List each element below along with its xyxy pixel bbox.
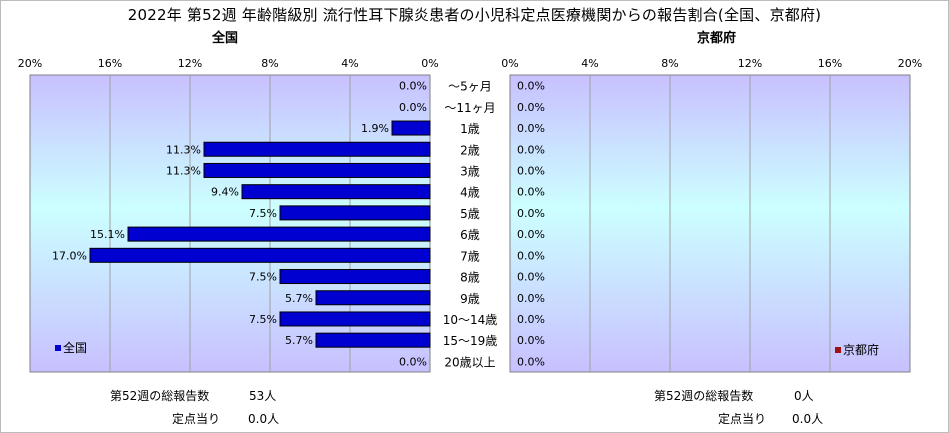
kyoto-data-label: 0.0%	[517, 271, 545, 284]
category-label: 20歳以上	[444, 355, 495, 369]
kyoto-data-label: 0.0%	[517, 80, 545, 93]
kyoto-total-label: 第52週の総報告数	[654, 389, 754, 403]
category-label: 6歳	[460, 228, 480, 242]
kyoto-data-label: 0.0%	[517, 186, 545, 199]
national-data-label: 7.5%	[249, 313, 277, 326]
kyoto-total-value: 0人	[794, 389, 814, 403]
national-bar	[89, 247, 431, 263]
chart-title: 2022年 第52週 年齢階級別 流行性耳下腺炎患者の小児科定点医療機関からの報…	[127, 6, 822, 24]
category-label: 3歳	[460, 164, 480, 178]
national-tick-label: 0%	[421, 57, 438, 70]
category-label: 15～19歳	[443, 334, 498, 348]
national-data-label: 15.1%	[90, 228, 125, 241]
kyoto-tick-label: 4%	[581, 57, 598, 70]
kyoto-data-label: 0.0%	[517, 122, 545, 135]
national-data-label: 11.3%	[166, 164, 201, 177]
category-label: ～11ヶ月	[444, 101, 495, 115]
category-label: 10～14歳	[443, 313, 498, 327]
kyoto-data-label: 0.0%	[517, 228, 545, 241]
national-tick-label: 12%	[178, 57, 202, 70]
kyoto-legend-swatch	[835, 347, 841, 353]
national-legend-label: 全国	[63, 340, 87, 355]
national-data-label: 5.7%	[285, 292, 313, 305]
kyoto-data-label: 0.0%	[517, 313, 545, 326]
category-label: 9歳	[460, 292, 480, 306]
kyoto-tick-label: 8%	[661, 57, 678, 70]
kyoto-data-label: 0.0%	[517, 292, 545, 305]
national-tick-label: 8%	[261, 57, 278, 70]
national-tick-label: 4%	[341, 57, 358, 70]
national-data-label: 17.0%	[52, 249, 87, 262]
kyoto-tick-label: 16%	[818, 57, 842, 70]
kyoto-plot-area	[509, 74, 911, 373]
national-bar	[203, 162, 431, 178]
national-bar	[279, 311, 431, 327]
national-data-label: 11.3%	[166, 143, 201, 156]
national-data-label: 7.5%	[249, 271, 277, 284]
kyoto-subtitle: 京都府	[697, 31, 737, 46]
category-label: 7歳	[460, 249, 480, 263]
national-legend-swatch	[55, 345, 61, 351]
category-label: 2歳	[460, 143, 480, 157]
kyoto-data-label: 0.0%	[517, 101, 545, 114]
kyoto-data-label: 0.0%	[517, 207, 545, 220]
national-bar	[127, 226, 431, 242]
national-total-value: 53人	[249, 389, 277, 403]
kyoto-legend-label: 京都府	[843, 342, 879, 357]
national-data-label: 9.4%	[211, 186, 239, 199]
national-total-label: 第52週の総報告数	[110, 389, 210, 403]
category-label: 1歳	[460, 122, 480, 136]
national-plot-area	[29, 74, 431, 373]
kyoto-tick-label: 0%	[501, 57, 518, 70]
kyoto-tick-label: 20%	[898, 57, 922, 70]
category-label: 8歳	[460, 271, 480, 285]
national-tick-label: 16%	[98, 57, 122, 70]
national-data-label: 0.0%	[399, 355, 427, 368]
national-data-label: 0.0%	[399, 101, 427, 114]
national-data-label: 7.5%	[249, 207, 277, 220]
national-bar	[203, 141, 431, 157]
national-bar	[279, 269, 431, 285]
category-label: ～5ヶ月	[448, 80, 492, 94]
national-bar	[279, 205, 431, 221]
kyoto-tick-label: 12%	[738, 57, 762, 70]
national-bar	[315, 332, 431, 348]
kyoto-data-label: 0.0%	[517, 249, 545, 262]
kyoto-data-label: 0.0%	[517, 164, 545, 177]
national-data-label: 1.9%	[361, 122, 389, 135]
national-tick-label: 20%	[18, 57, 42, 70]
national-data-label: 0.0%	[399, 80, 427, 93]
kyoto-per-label: 定点当り	[718, 412, 767, 426]
national-bar	[391, 120, 431, 136]
kyoto-data-label: 0.0%	[517, 355, 545, 368]
category-label: 5歳	[460, 207, 480, 221]
kyoto-data-label: 0.0%	[517, 334, 545, 347]
national-bar	[241, 184, 431, 200]
category-label: 4歳	[460, 186, 480, 200]
kyoto-per-value: 0.0人	[792, 412, 824, 426]
national-per-value: 0.0人	[248, 412, 280, 426]
national-data-label: 5.7%	[285, 334, 313, 347]
national-bar	[315, 290, 431, 306]
national-per-label: 定点当り	[172, 412, 221, 426]
kyoto-data-label: 0.0%	[517, 143, 545, 156]
national-subtitle: 全国	[212, 31, 239, 46]
